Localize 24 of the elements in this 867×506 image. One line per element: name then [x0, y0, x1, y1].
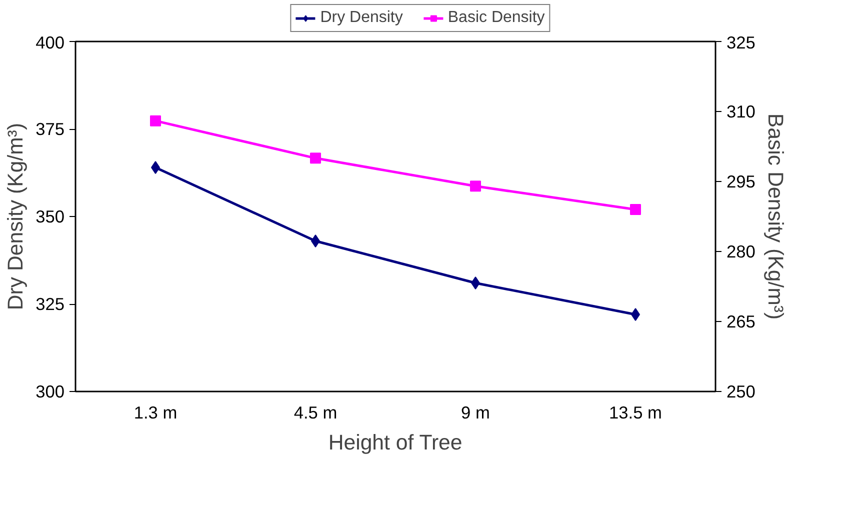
y2-tick-label: 265 — [726, 312, 756, 332]
y2-tick-label: 310 — [726, 102, 756, 122]
y2-tick-label: 325 — [726, 32, 756, 52]
x-tick-label: 9 m — [461, 402, 490, 422]
y2-tick-label: 295 — [726, 172, 756, 192]
y2-axis-title: Basic Density (Kg/m³) — [763, 113, 788, 320]
x-axis-title: Height of Tree — [328, 430, 462, 454]
point — [470, 180, 481, 192]
point — [310, 152, 321, 164]
x-tick-label: 4.5 m — [294, 402, 338, 422]
y2-tick-label: 250 — [726, 382, 756, 402]
y-tick-label: 375 — [36, 119, 65, 139]
point — [630, 204, 641, 215]
legend-label: Dry Density — [320, 9, 403, 27]
y-axis-title: Dry Density (Kg/m³) — [4, 122, 28, 310]
y-tick-label: 325 — [36, 294, 65, 314]
x-tick-label: 13.5 m — [609, 402, 662, 422]
y-tick-label: 350 — [36, 206, 65, 226]
y-tick-label: 300 — [36, 382, 65, 402]
legend-label: Basic Density — [448, 9, 545, 27]
x-tick-label: 1.3 m — [134, 402, 178, 422]
point — [150, 115, 161, 126]
y2-tick-label: 280 — [726, 242, 756, 262]
y-tick-label: 400 — [36, 32, 65, 52]
